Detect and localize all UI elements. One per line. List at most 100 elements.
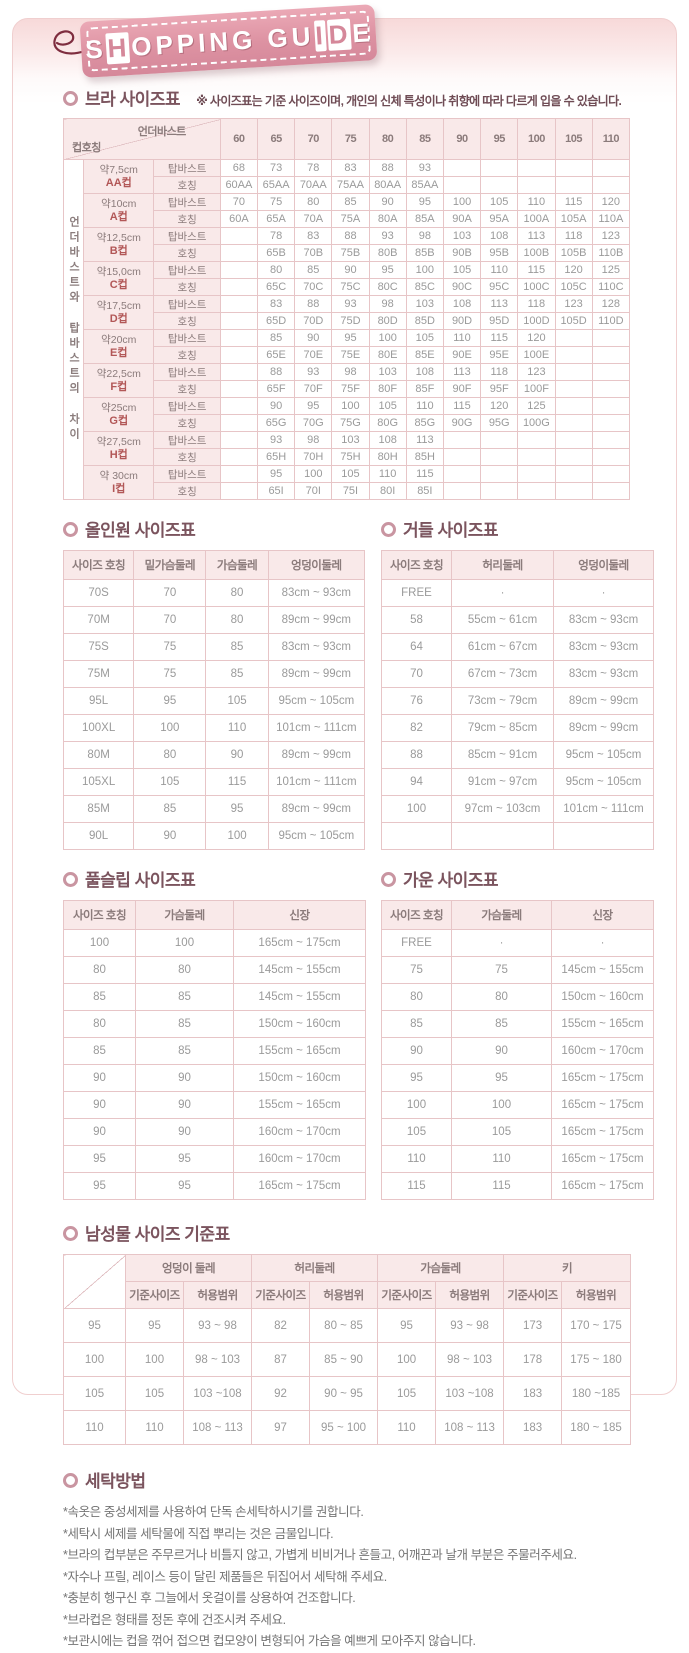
cup-diff-label: 약25cm — [101, 401, 137, 414]
tag-letter: N — [208, 25, 231, 57]
table-cell: 178 — [503, 1342, 563, 1377]
table-cell: 83cm ~ 93cm — [553, 660, 654, 688]
table-row: 95L 95 105 95cm ~ 105cm — [62, 687, 366, 715]
table-row: 88 85cm ~ 91cm 95cm ~ 105cm — [381, 741, 654, 769]
table-cell — [553, 822, 654, 850]
table-cell: 150cm ~ 160cm — [233, 1064, 366, 1092]
table-row: 94 91cm ~ 97cm 95cm ~ 105cm — [381, 768, 654, 796]
table-cell: 90L — [62, 822, 135, 850]
allinone-section: 올인원 사이즈표 사이즈 호칭 밑가슴둘레 가슴둘레 엉덩이둘레 70S 70 80 83cm… — [62, 516, 366, 850]
table-cell: 95 — [135, 1145, 234, 1173]
table-cell — [517, 448, 556, 466]
table-cell — [219, 244, 259, 262]
table-cell: 95cm ~ 105cm — [553, 768, 654, 796]
table-cell: 165cm ~ 175cm — [551, 1145, 654, 1173]
table-cell: 175 ~ 180 — [561, 1342, 632, 1377]
table-cell — [219, 363, 259, 381]
table-cell: 약15,0cm C컵 — [83, 261, 155, 296]
table-cell — [219, 397, 259, 415]
table-cell: 89cm ~ 99cm — [267, 660, 366, 688]
table-row: 100 97cm ~ 103cm 101cm ~ 111cm — [381, 795, 654, 823]
table-cell: 80A — [368, 210, 407, 228]
tag-letter: I — [313, 19, 327, 52]
table-row: 70 67cm ~ 73cm 83cm ~ 93cm — [381, 660, 654, 688]
table-cell: 108 ~ 113 — [182, 1410, 253, 1445]
table-cell: 105C — [554, 278, 593, 296]
table-cell: 83 — [331, 159, 370, 177]
table-row: 100 100 98 ~ 103 87 85 ~ 90 100 98 ~ 103 178 175… — [63, 1342, 632, 1377]
table-cell: 100A — [517, 210, 556, 228]
table-cell: 75G — [331, 414, 370, 432]
table-header-row: 사이즈 호칭 허리둘레 엉덩이둘레 — [381, 550, 654, 580]
table-cell: 93 ~ 98 — [435, 1308, 505, 1343]
table-cell: 80 — [294, 193, 333, 211]
table-cell: 90 — [63, 1091, 136, 1119]
table-cell — [480, 176, 519, 194]
table-cell: 145cm ~ 155cm — [233, 983, 366, 1011]
column-header: 사이즈 호칭 — [381, 900, 452, 930]
table-cell: 100 — [442, 193, 482, 211]
table-cell: 95 — [205, 795, 269, 823]
table-cell: 105 — [480, 193, 519, 211]
table-cell: 70D — [294, 312, 333, 330]
table-cell: 85E — [405, 346, 444, 364]
table-cell: 180 ~185 — [561, 1376, 632, 1411]
fullslip-section-header: 풀슬립 사이즈표 — [63, 866, 365, 891]
table-cell: 100E — [517, 346, 556, 364]
washing-instruction: *보관시에는 컵을 꺾어 접으면 컵모양이 변형되어 가슴을 예쁘게 모아주지 … — [63, 1634, 476, 1648]
table-cell: 90 — [381, 1037, 452, 1065]
table-cell — [442, 159, 482, 177]
table-cell: 113 — [405, 431, 444, 449]
table-cell: 85 — [331, 193, 370, 211]
ring-bullet-icon — [63, 91, 78, 106]
table-cell: 110 — [368, 465, 407, 483]
bra-topbust-row: 약15,0cm C컵 탑바스트 80 85 90 95 100 105 110 115 120 125 — [64, 261, 631, 296]
table-cell: 95C — [480, 278, 519, 296]
table-cell: 110B — [591, 244, 631, 262]
table-cell: 89cm ~ 99cm — [267, 795, 366, 823]
table-cell — [219, 414, 259, 432]
column-header: 가슴둘레 — [451, 900, 552, 930]
washing-instruction: *브라의 컵부분은 주무르거나 비틀지 않고, 가볍게 비비거나 흔들고, 어깨… — [63, 1548, 577, 1562]
table-cell: 85 ~ 90 — [309, 1342, 379, 1377]
table-cell: 64 — [381, 633, 452, 661]
table-row: 90 90 160cm ~ 170cm — [63, 1118, 366, 1146]
table-cell: 165cm ~ 175cm — [233, 929, 366, 957]
table-cell: 90 — [135, 1091, 234, 1119]
table-cell: 88 — [331, 227, 370, 245]
table-cell: 90 — [451, 1037, 552, 1065]
table-cell — [219, 278, 259, 296]
table-cell: 95 — [451, 1064, 552, 1092]
table-cell: 98 ~ 103 — [435, 1342, 505, 1377]
table-cell: 155cm ~ 165cm — [233, 1091, 366, 1119]
table-cell — [517, 176, 556, 194]
table-cell — [219, 227, 259, 245]
table-cell: 110A — [591, 210, 631, 228]
table-cell: 90F — [442, 380, 482, 398]
table-cell: 105 — [442, 261, 482, 279]
washing-section: 세탁방법 *속옷은 중성세제를 사용하여 단독 손세탁하시기를 권합니다. *세탁… — [63, 1467, 633, 1653]
table-cell: 80B — [368, 244, 407, 262]
bra-topbust-row: 약10cm A컵 탑바스트 70 75 80 85 90 95 100 105 110 115 120 — [64, 193, 631, 228]
section-title: 거들 사이즈표 — [403, 521, 499, 540]
table-cell: 70S — [62, 579, 135, 607]
table-cell: 호칭 — [153, 176, 221, 194]
table-cell: 94 — [381, 768, 452, 796]
table-cell — [219, 261, 259, 279]
table-cell — [219, 295, 259, 313]
table-cell: 100 — [381, 1091, 452, 1119]
table-cell: 100 — [377, 1342, 437, 1377]
table-cell: 호칭 — [153, 244, 221, 262]
table-cell: 73cm ~ 79cm — [451, 687, 554, 715]
bra-name-row: 호칭 65G 70G 75G 80G 85G 90G 95G 100G — [64, 414, 631, 432]
table-cell: 70 — [219, 193, 259, 211]
table-cell: 65C — [256, 278, 296, 296]
table-cell: 108 — [405, 363, 444, 381]
cup-name-label: G컵 — [109, 414, 129, 427]
column-header: 가슴둘레 — [205, 550, 269, 580]
tag-letter: D — [326, 18, 352, 51]
table-cell: 165cm ~ 175cm — [551, 1118, 654, 1146]
table-cell: 70I — [294, 482, 333, 500]
table-cell: 90B — [442, 244, 482, 262]
table-cell — [219, 346, 259, 364]
